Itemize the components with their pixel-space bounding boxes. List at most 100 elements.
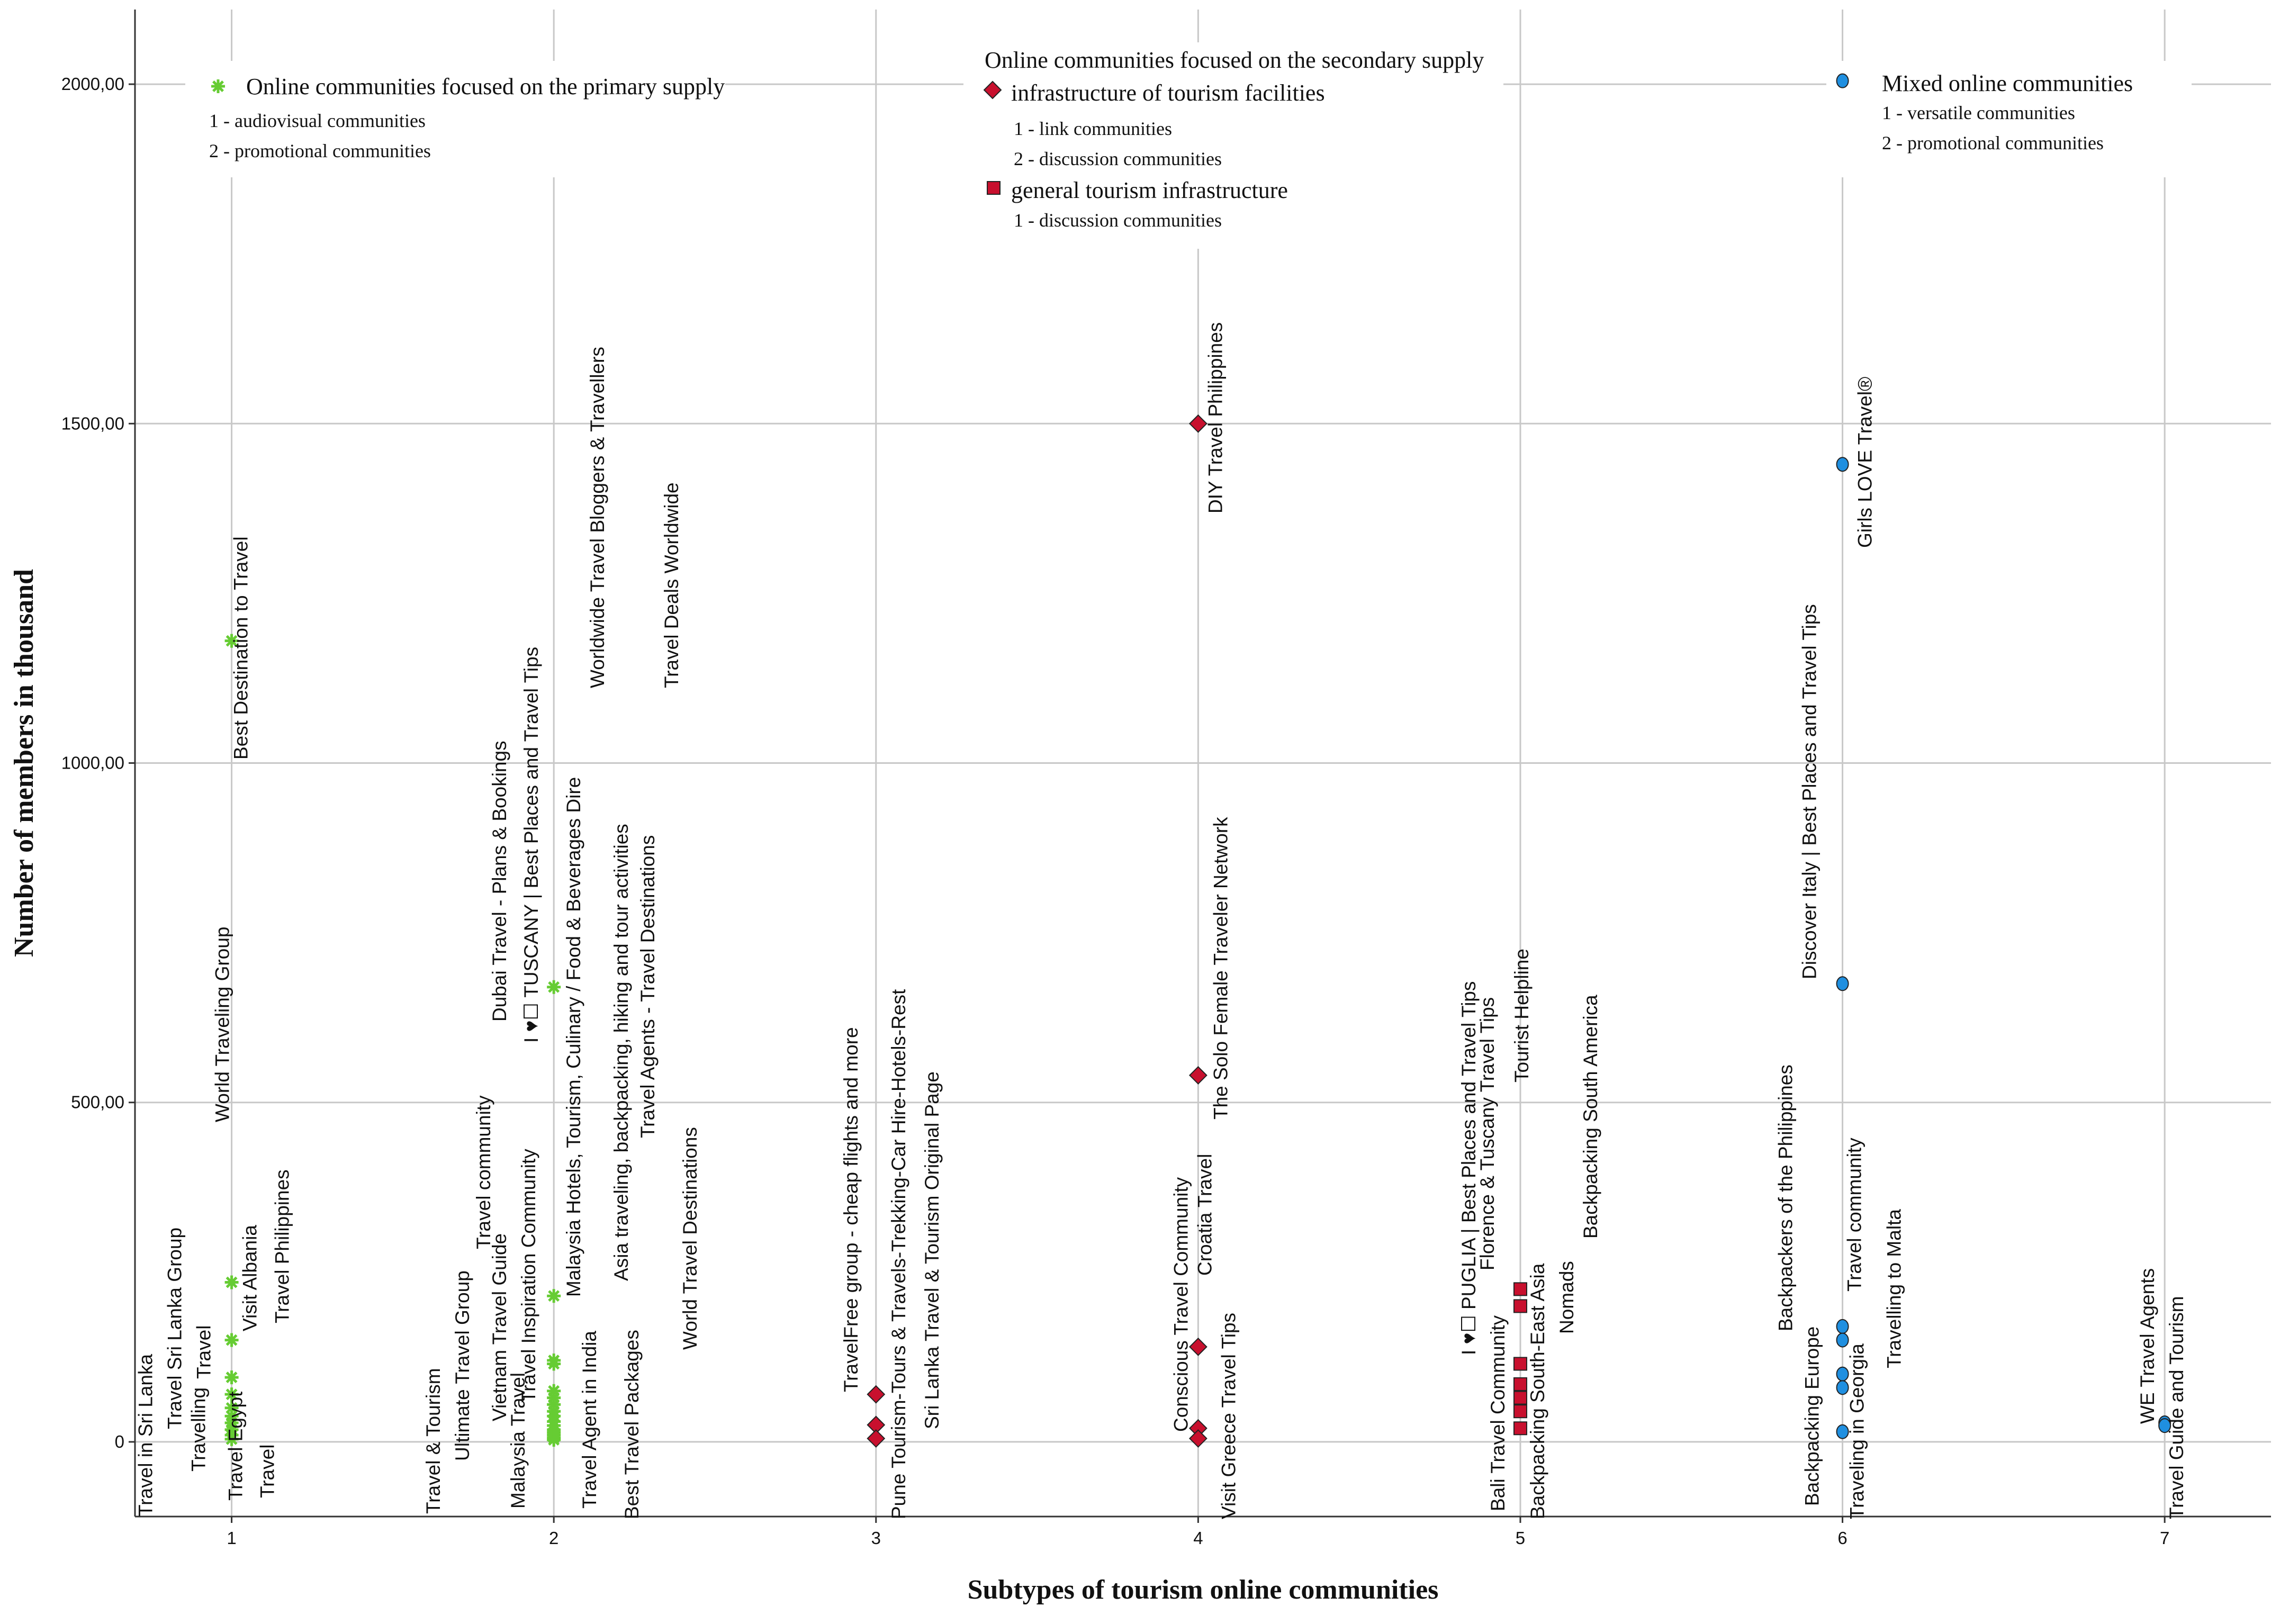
data-point-label: Travel: [193, 1325, 215, 1379]
data-point-label: World Traveling Group: [212, 927, 233, 1122]
y-tick-label: 1500,00: [61, 413, 124, 433]
data-point-circle: [2158, 1418, 2171, 1433]
data-point-asterisk: [547, 1289, 561, 1303]
data-point-label: Best Destination to Travel: [230, 536, 252, 760]
data-point-label: Dubai Travel - Plans & Bookings: [489, 741, 510, 1022]
data-point-label: The Solo Female Traveler Network: [1210, 817, 1231, 1120]
data-point-label: Backpackers of the Philippines: [1775, 1064, 1797, 1331]
data-point-diamond: [1188, 1066, 1207, 1085]
data-point-square: [1513, 1391, 1527, 1405]
data-point-label: Sri Lanka Travel & Tourism Original Page: [921, 1071, 943, 1429]
data-point-label: World Travel Destinations: [679, 1127, 701, 1350]
data-point-label: Florence & Tuscany Travel Tips: [1476, 997, 1498, 1270]
legend-primary-entry: 2 - promotional communities: [209, 140, 431, 161]
data-point-square: [1513, 1299, 1527, 1313]
legend-asterisk-marker: [211, 79, 225, 93]
data-point-label: Backpacking South America: [1580, 995, 1601, 1239]
data-point-label: WE Travel Agents: [2137, 1268, 2158, 1424]
data-point-circle: [1836, 1380, 1849, 1395]
legend-box: [185, 61, 725, 177]
legend-diamond-entry: 1 - link communities: [1014, 118, 1172, 139]
data-point-label: Girls LOVE Travel®: [1854, 377, 1876, 548]
data-point-diamond: [1188, 1337, 1207, 1356]
data-point-asterisk: [547, 980, 561, 994]
data-point-diamond: [1188, 1429, 1207, 1448]
data-point-label: Travel Egypt: [225, 1391, 247, 1501]
x-tick-label: 7: [2160, 1528, 2169, 1548]
y-tick-label: 1000,00: [61, 753, 124, 773]
legend-box: [963, 42, 1503, 249]
data-point-label: Visit Albania: [239, 1225, 261, 1331]
legend: Online communities focused on the primar…: [185, 42, 2192, 249]
data-point-label: I ♥☐ PUGLIA | Best Places and Travel Tip…: [1458, 981, 1480, 1355]
data-point-label: Travel Guide and Tourism: [2166, 1296, 2187, 1519]
data-point-circle: [1836, 1319, 1849, 1334]
data-point-square: [1513, 1421, 1527, 1436]
y-tick-label: 500,00: [71, 1093, 124, 1112]
legend-diamond-marker: [983, 80, 1002, 100]
legend-primary-title: Online communities focused on the primar…: [246, 74, 725, 100]
data-point-label: Ultimate Travel Group: [452, 1270, 473, 1461]
y-tick-label: 2000,00: [61, 74, 124, 94]
data-point-label: Travel community: [1844, 1138, 1866, 1292]
legend-mixed-entry: 2 - promotional communities: [1882, 132, 2104, 154]
legend-square-entry: 1 - discussion communities: [1014, 210, 1222, 231]
x-tick-labels: 1 2 3 4 5 6 7: [227, 1517, 2169, 1548]
data-point-square: [1513, 1357, 1527, 1371]
y-tick-label: 0: [115, 1432, 124, 1451]
x-tick-label: 3: [871, 1528, 881, 1548]
legend-diamond-group: infrastructure of tourism facilities: [1011, 80, 1325, 106]
data-point-square: [1513, 1282, 1527, 1296]
legend-mixed-entry: 1 - versatile communities: [1882, 102, 2075, 123]
data-point-label: Visit Greece Travel Tips: [1218, 1313, 1239, 1519]
legend-secondary-title: Online communities focused on the second…: [985, 47, 1484, 73]
legend-box: [1826, 61, 2192, 177]
x-axis-title: Subtypes of tourism online communities: [968, 1575, 1439, 1605]
data-point-label: Malaysia Travel: [507, 1373, 529, 1509]
data-point-circle: [1836, 976, 1849, 991]
data-point-label: Travelling to Malta: [1884, 1209, 1905, 1368]
data-point-asterisk: [224, 1432, 239, 1446]
data-point-label: Asia traveling, backpacking, hiking and …: [610, 824, 632, 1281]
data-point-label: Travelling: [188, 1387, 210, 1472]
data-point-asterisk: [547, 1357, 561, 1371]
point-labels: Best Destination to Travel World Travelin…: [135, 322, 2188, 1519]
data-point-label: I ♥☐ TUSCANY | Best Places and Travel Ti…: [520, 647, 542, 1043]
data-point-label: Tourist Helpline: [1511, 949, 1533, 1082]
data-point-label: Pune Tourism-Tours & Travels-Trekking-Ca…: [888, 989, 909, 1519]
data-point-label: Vietnam Travel Guide: [489, 1233, 510, 1421]
data-point-asterisk: [224, 1275, 239, 1289]
data-point-asterisk: [547, 1433, 561, 1447]
x-tick-label: 6: [1837, 1528, 1847, 1548]
legend-mixed-title: Mixed online communities: [1882, 70, 2133, 96]
data-point-asterisk: [224, 1333, 239, 1347]
data-point-label: Croatia Travel: [1194, 1154, 1215, 1276]
data-point-diamond: [867, 1429, 886, 1448]
data-point-square: [1513, 1377, 1527, 1391]
data-point-label: Travel in Sri Lanka: [135, 1354, 157, 1517]
data-point-label: Traveling in Georgia: [1846, 1343, 1868, 1519]
legend-primary-entry: 1 - audiovisual communities: [209, 110, 426, 131]
data-point-circle: [1836, 1332, 1849, 1348]
data-point-label: Bali Travel Community: [1487, 1315, 1509, 1511]
data-point-label: Travel Agents - Travel Destinations: [637, 835, 659, 1138]
data-point-label: Backpacking South-East Asia: [1527, 1263, 1548, 1519]
legend-square-group: general tourism infrastructure: [1011, 177, 1288, 203]
data-point-label: Discover Italy | Best Places and Travel …: [1799, 604, 1821, 979]
data-point-label: Travel Deals Worldwide: [661, 482, 682, 688]
data-points: [224, 73, 2171, 1448]
data-point-label: Nomads: [1556, 1261, 1578, 1334]
data-point-label: Travel Inspiration Community: [518, 1149, 539, 1403]
data-point-label: Travel Agent in India: [579, 1331, 600, 1509]
legend-square-marker: [987, 181, 1001, 195]
x-tick-label: 5: [1516, 1528, 1525, 1548]
data-point-label: Travel Sri Lanka Group: [164, 1228, 186, 1429]
x-tick-label: 4: [1193, 1528, 1203, 1548]
data-point-label: Backpacking Europe: [1801, 1327, 1823, 1506]
legend-diamond-entry: 2 - discussion communities: [1014, 148, 1222, 169]
data-point-label: Travel: [257, 1445, 278, 1498]
data-point-label: DIY Travel Philippines: [1204, 322, 1226, 513]
data-point-label: Best Travel Packages: [621, 1330, 643, 1519]
data-point-label: Travel community: [473, 1095, 494, 1249]
